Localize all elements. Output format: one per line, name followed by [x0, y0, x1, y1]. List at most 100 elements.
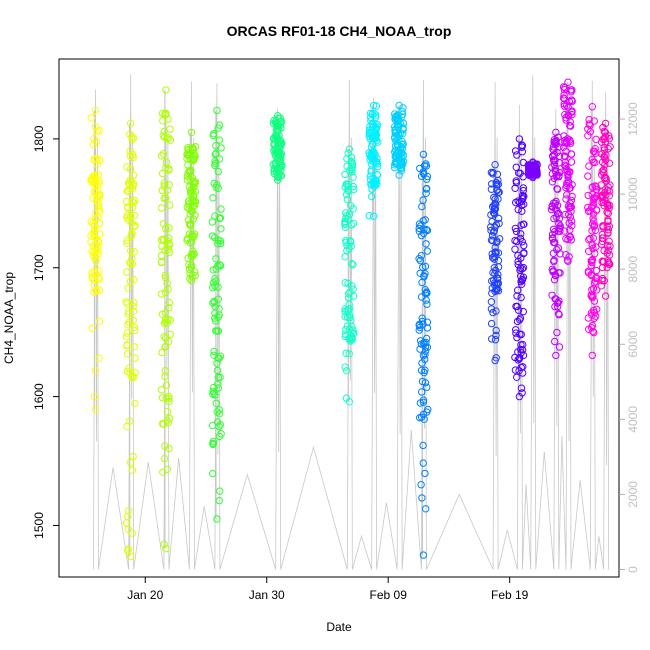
flight-series-8 — [365, 101, 382, 220]
data-point — [164, 245, 173, 253]
data-point — [95, 354, 103, 362]
data-point — [603, 199, 611, 208]
data-point — [372, 102, 381, 110]
data-point — [95, 126, 104, 135]
data-point — [599, 166, 608, 174]
data-point — [589, 158, 597, 166]
data-point — [159, 117, 167, 125]
data-point — [161, 343, 169, 351]
data-point — [162, 158, 171, 166]
data-point — [91, 171, 99, 179]
data-point — [345, 350, 353, 358]
data-point — [341, 307, 349, 316]
data-point — [368, 192, 376, 201]
data-point — [90, 248, 98, 257]
data-point — [423, 300, 431, 308]
data-point — [128, 529, 137, 537]
data-point — [209, 284, 217, 292]
data-point — [342, 325, 350, 334]
data-point — [128, 254, 136, 263]
data-point — [417, 481, 425, 489]
data-point — [186, 175, 194, 184]
data-point — [491, 336, 500, 344]
data-point — [277, 140, 285, 148]
data-point — [562, 116, 570, 124]
data-point — [91, 367, 100, 375]
data-point — [560, 227, 569, 235]
data-point — [123, 214, 131, 222]
data-point — [568, 108, 576, 116]
data-point — [166, 136, 175, 144]
data-point — [552, 128, 560, 137]
data-point — [416, 256, 425, 265]
data-point — [273, 145, 281, 153]
data-point — [588, 190, 596, 199]
data-point — [517, 384, 526, 392]
data-point — [568, 217, 576, 225]
data-point — [212, 277, 220, 285]
data-point — [490, 193, 498, 202]
data-point — [165, 414, 174, 422]
data-point — [347, 221, 356, 229]
data-point — [165, 304, 173, 312]
data-point — [419, 150, 428, 159]
data-point — [215, 136, 224, 144]
data-point — [488, 253, 497, 262]
data-point — [399, 152, 407, 160]
data-point — [494, 188, 503, 197]
data-point — [419, 441, 427, 450]
data-point — [163, 465, 172, 473]
data-point — [423, 324, 432, 332]
data-point — [366, 175, 375, 184]
data-point — [592, 206, 601, 214]
y2-tick-label: 10000 — [626, 177, 640, 211]
data-point — [165, 397, 173, 406]
data-point — [159, 150, 168, 158]
y2-tick-label: 8000 — [626, 256, 640, 283]
flight-series-10 — [415, 150, 432, 559]
data-point — [130, 198, 138, 207]
y2-tick-label: 4000 — [626, 406, 640, 433]
data-point — [215, 155, 224, 163]
data-point — [550, 276, 559, 284]
data-point — [551, 227, 559, 236]
data-point — [93, 160, 102, 169]
data-point — [513, 292, 521, 300]
data-point — [189, 192, 198, 201]
data-point — [210, 383, 218, 392]
data-point — [209, 469, 217, 478]
data-point — [348, 282, 356, 290]
data-point — [598, 240, 606, 248]
data-point — [555, 343, 564, 351]
data-point — [160, 454, 169, 463]
data-point — [190, 201, 199, 210]
y-tick-label: 1800 — [32, 125, 46, 152]
data-point — [345, 187, 353, 195]
data-point — [184, 216, 193, 224]
data-point — [208, 232, 217, 240]
data-point — [419, 396, 428, 404]
data-point — [124, 284, 132, 292]
data-point — [394, 120, 402, 129]
data-point — [126, 552, 135, 561]
data-point — [560, 91, 568, 99]
data-point — [367, 160, 376, 168]
data-point — [562, 235, 570, 243]
data-point — [584, 172, 592, 180]
data-point — [568, 192, 576, 201]
data-point — [517, 230, 525, 238]
data-point — [123, 367, 132, 376]
data-point — [422, 288, 431, 296]
data-point — [555, 297, 563, 305]
data-point — [165, 298, 174, 307]
data-point — [601, 189, 609, 197]
data-point — [273, 165, 281, 173]
data-point — [92, 241, 100, 250]
data-point — [604, 246, 613, 255]
data-point — [184, 197, 193, 205]
data-point — [562, 114, 570, 122]
data-point — [123, 187, 131, 195]
data-point — [349, 205, 357, 213]
data-point — [127, 178, 136, 186]
data-point — [165, 239, 173, 248]
